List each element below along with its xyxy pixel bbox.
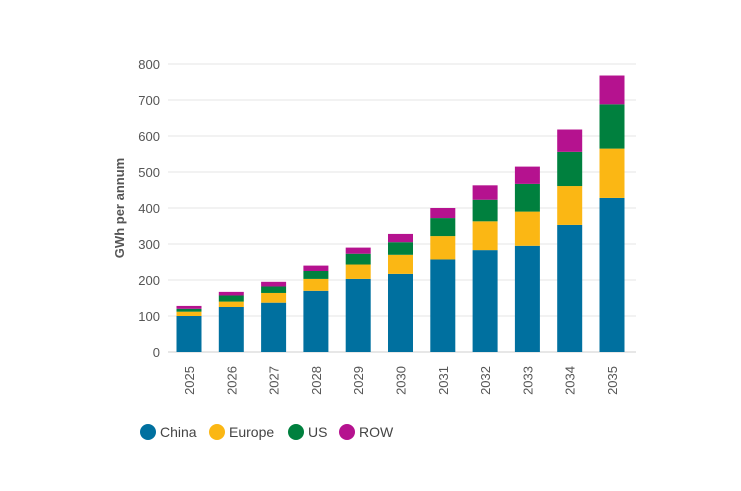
bar-europe-2029 <box>345 264 371 279</box>
legend: China Europe US ROW <box>140 424 394 440</box>
bar-europe-2032 <box>472 221 498 251</box>
bar-europe-2033 <box>514 211 540 246</box>
bar-china-2031 <box>430 259 456 352</box>
bar-us-2031 <box>430 218 456 237</box>
x-axis-ticks: 2025 2026 2027 2028 2029 2030 2031 2032 2033 2034… <box>182 366 620 395</box>
bar-row-2035 <box>599 75 625 105</box>
legend-swatch-row <box>339 424 355 440</box>
bar-us-2034 <box>557 151 583 187</box>
x-tick-label-2034: 2034 <box>563 366 578 395</box>
y-tick-label-800: 800 <box>138 57 160 72</box>
bar-us-2026 <box>218 295 244 302</box>
x-tick-label-2027: 2027 <box>267 366 282 395</box>
bar-china-2025 <box>176 316 202 352</box>
bar-china-2028 <box>303 290 329 352</box>
bar-us-2033 <box>514 183 540 212</box>
y-tick-label-500: 500 <box>138 165 160 180</box>
bar-europe-2035 <box>599 148 625 198</box>
x-tick-label-2028: 2028 <box>309 366 324 395</box>
legend-swatch-us <box>288 424 304 440</box>
legend-swatch-europe <box>209 424 225 440</box>
y-tick-label-700: 700 <box>138 93 160 108</box>
y-tick-label-100: 100 <box>138 309 160 324</box>
bar-row-2034 <box>557 129 583 152</box>
bar-europe-2026 <box>218 301 244 307</box>
bar-china-2034 <box>557 224 583 352</box>
bar-row-2026 <box>218 291 244 296</box>
x-tick-label-2033: 2033 <box>520 366 535 395</box>
bar-china-2027 <box>261 302 287 352</box>
legend-label-us: US <box>308 424 327 440</box>
bar-china-2033 <box>514 245 540 352</box>
bar-europe-2028 <box>303 278 329 291</box>
x-tick-label-2035: 2035 <box>605 366 620 395</box>
x-tick-label-2029: 2029 <box>351 366 366 395</box>
x-tick-label-2025: 2025 <box>182 366 197 395</box>
legend-swatch-china <box>140 424 156 440</box>
bar-china-2035 <box>599 197 625 352</box>
bar-us-2025 <box>176 308 202 312</box>
legend-label-europe: Europe <box>229 424 274 440</box>
bar-row-2029 <box>345 247 371 254</box>
x-tick-label-2030: 2030 <box>394 366 409 395</box>
bar-china-2029 <box>345 278 371 352</box>
bar-us-2035 <box>599 104 625 149</box>
y-tick-label-400: 400 <box>138 201 160 216</box>
bar-europe-2027 <box>261 292 287 303</box>
bar-china-2030 <box>388 273 413 352</box>
bar-europe-2030 <box>388 254 413 274</box>
bar-row-2027 <box>261 281 287 287</box>
bar-us-2027 <box>261 286 287 293</box>
bar-us-2032 <box>472 199 498 222</box>
bar-china-2032 <box>472 250 498 352</box>
bars <box>176 75 625 352</box>
y-tick-label-200: 200 <box>138 273 160 288</box>
y-axis-ticks: 0 100 200 300 400 500 600 700 800 <box>138 57 160 360</box>
bar-europe-2034 <box>557 186 583 225</box>
bar-row-2032 <box>472 185 498 200</box>
bar-row-2028 <box>303 265 329 271</box>
bar-row-2031 <box>430 208 456 219</box>
bar-europe-2031 <box>430 236 456 260</box>
legend-label-china: China <box>160 424 197 440</box>
bar-row-2025 <box>176 305 202 309</box>
bar-china-2026 <box>218 307 244 352</box>
x-tick-label-2026: 2026 <box>224 366 239 395</box>
bar-europe-2025 <box>176 311 202 316</box>
x-tick-label-2032: 2032 <box>478 366 493 395</box>
y-tick-label-0: 0 <box>153 345 160 360</box>
gridlines <box>168 63 636 353</box>
y-tick-label-300: 300 <box>138 237 160 252</box>
legend-label-row: ROW <box>359 424 394 440</box>
bar-us-2030 <box>388 242 413 255</box>
bar-row-2030 <box>388 233 413 243</box>
bar-row-2033 <box>514 166 540 184</box>
x-tick-label-2031: 2031 <box>436 366 451 395</box>
y-axis-title: GWh per annum <box>112 158 127 258</box>
bar-us-2028 <box>303 271 329 279</box>
bar-us-2029 <box>345 253 371 265</box>
y-tick-label-600: 600 <box>138 129 160 144</box>
